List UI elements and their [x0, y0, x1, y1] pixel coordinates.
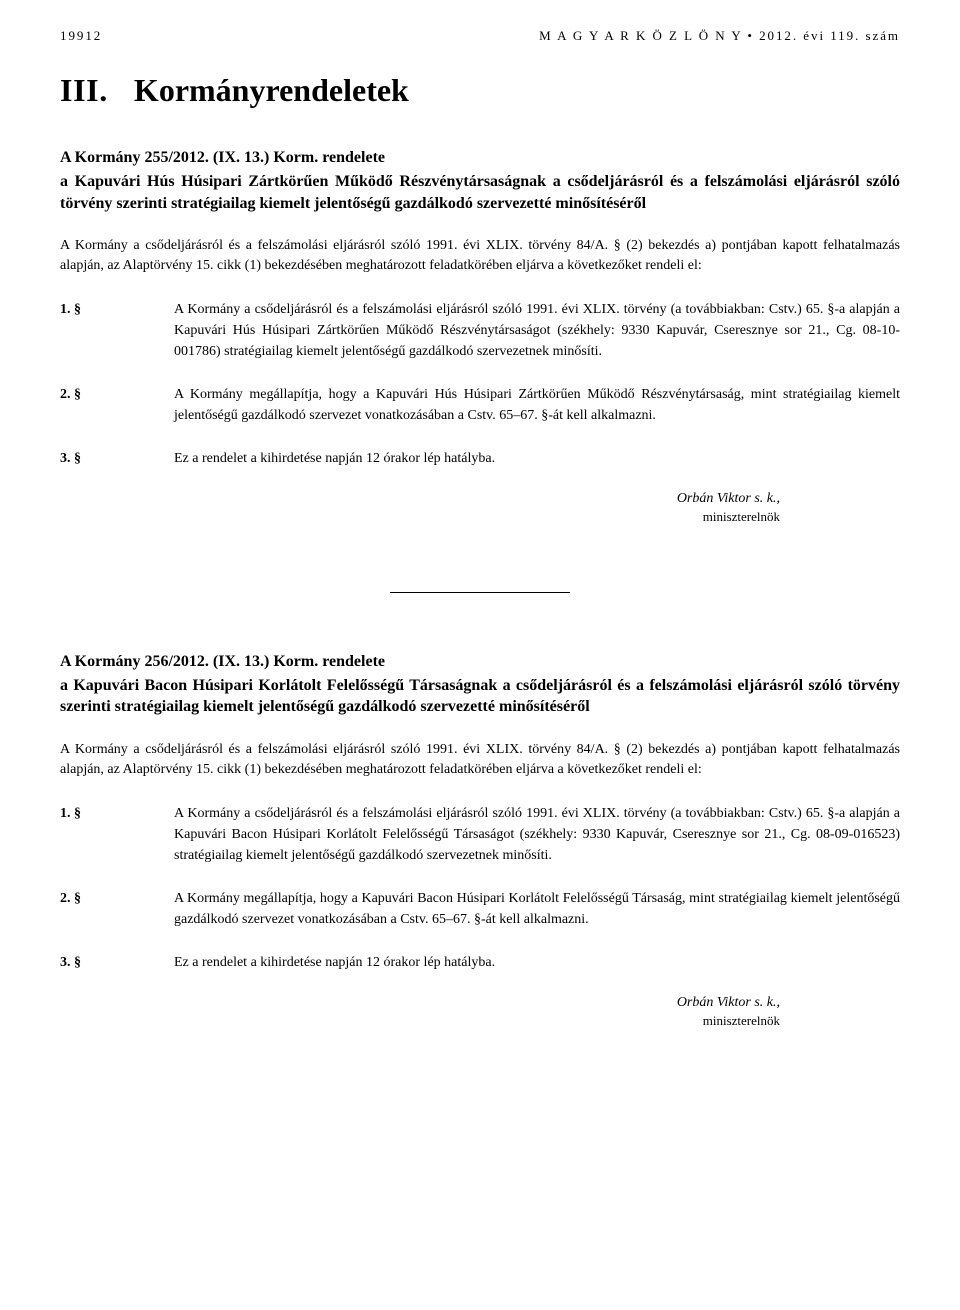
- section-number: III.: [60, 72, 108, 109]
- decree1-title-line1: A Kormány 255/2012. (IX. 13.) Korm. rend…: [60, 149, 900, 167]
- decree2-preamble: A Kormány a csődeljárásról és a felszámo…: [60, 740, 900, 781]
- decree2-title-rest: a Kapuvári Bacon Húsipari Korlátolt Fele…: [60, 675, 900, 718]
- signature-name: Orbán Viktor s. k.,: [60, 491, 780, 507]
- page-header: 19912 M A G Y A R K Ö Z L Ö N Y • 2012. …: [60, 28, 900, 44]
- decree2-signature: Orbán Viktor s. k., miniszterelnök: [60, 995, 900, 1029]
- decree1-signature: Orbán Viktor s. k., miniszterelnök: [60, 491, 900, 525]
- signature-title: miniszterelnök: [60, 509, 780, 525]
- para-body: A Kormány megállapítja, hogy a Kapuvári …: [104, 888, 900, 930]
- decree1-para-1: 1. § A Kormány a csődeljárásról és a fel…: [60, 299, 900, 362]
- decree2-para-1: 1. § A Kormány a csődeljárásról és a fel…: [60, 803, 900, 866]
- para-number: 3. §: [60, 952, 92, 973]
- para-number: 1. §: [60, 299, 92, 362]
- para-body: A Kormány megállapítja, hogy a Kapuvári …: [104, 384, 900, 426]
- decree1-preamble: A Kormány a csődeljárásról és a felszámo…: [60, 236, 900, 277]
- para-body: A Kormány a csődeljárásról és a felszámo…: [104, 803, 900, 866]
- decree2-title-line1: A Kormány 256/2012. (IX. 13.) Korm. rend…: [60, 653, 900, 671]
- para-body: Ez a rendelet a kihirdetése napján 12 ór…: [104, 448, 900, 469]
- page-number: 19912: [60, 28, 102, 44]
- signature-title: miniszterelnök: [60, 1013, 780, 1029]
- divider-line: [390, 592, 570, 593]
- decree1-para-3: 3. § Ez a rendelet a kihirdetése napján …: [60, 448, 900, 469]
- decree1-title-rest: a Kapuvári Hús Húsipari Zártkörűen Működ…: [60, 171, 900, 214]
- section-heading: III. Kormányrendeletek: [60, 72, 900, 109]
- para-number: 2. §: [60, 384, 92, 426]
- para-body: A Kormány a csődeljárásról és a felszámo…: [104, 299, 900, 362]
- para-body: Ez a rendelet a kihirdetése napján 12 ór…: [104, 952, 900, 973]
- divider-wrap: [60, 580, 900, 598]
- decree1-para-2: 2. § A Kormány megállapítja, hogy a Kapu…: [60, 384, 900, 426]
- decree2-para-3: 3. § Ez a rendelet a kihirdetése napján …: [60, 952, 900, 973]
- signature-name: Orbán Viktor s. k.,: [60, 995, 780, 1011]
- publication-title: M A G Y A R K Ö Z L Ö N Y • 2012. évi 11…: [539, 28, 900, 44]
- para-number: 3. §: [60, 448, 92, 469]
- para-number: 1. §: [60, 803, 92, 866]
- section-name: Kormányrendeletek: [134, 72, 409, 109]
- decree2-para-2: 2. § A Kormány megállapítja, hogy a Kapu…: [60, 888, 900, 930]
- para-number: 2. §: [60, 888, 92, 930]
